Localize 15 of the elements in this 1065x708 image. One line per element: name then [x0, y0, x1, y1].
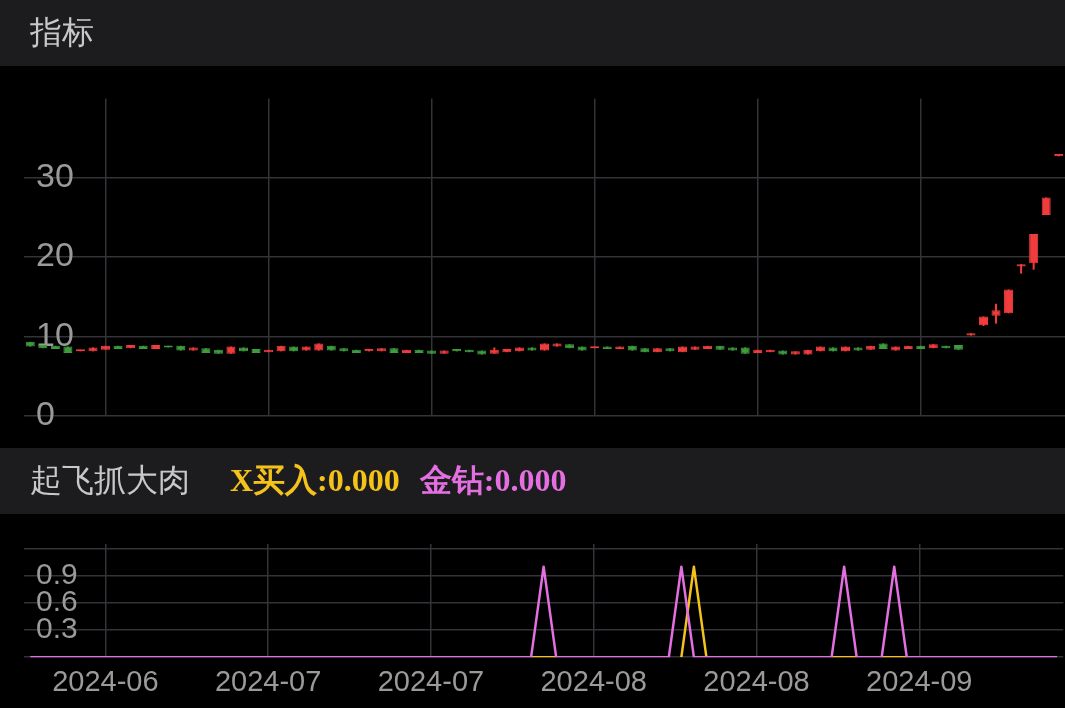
chart-title: 起飞抓大肉 [30, 460, 190, 501]
chart-title: 指标 [30, 12, 94, 53]
y-tick-label: 20 [36, 235, 74, 274]
text: 金钻:0.000 [419, 461, 567, 500]
y-tick-label: 0 [36, 393, 55, 432]
x-tick-label: 2024-07 [377, 664, 485, 697]
y-tick-label: 10 [36, 314, 74, 353]
x-tick-label: 2024-07 [214, 664, 322, 697]
y-tick-label: 30 [36, 156, 74, 195]
candlestick [991, 302, 1001, 325]
x-tick-label: 2024-09 [866, 664, 973, 697]
x-tick-label: 2024-06 [52, 664, 159, 697]
x-tick-label: 2024-08 [540, 664, 647, 697]
text: X买入:0.000 [230, 461, 400, 500]
x-tick-label: 2024-08 [703, 664, 810, 697]
